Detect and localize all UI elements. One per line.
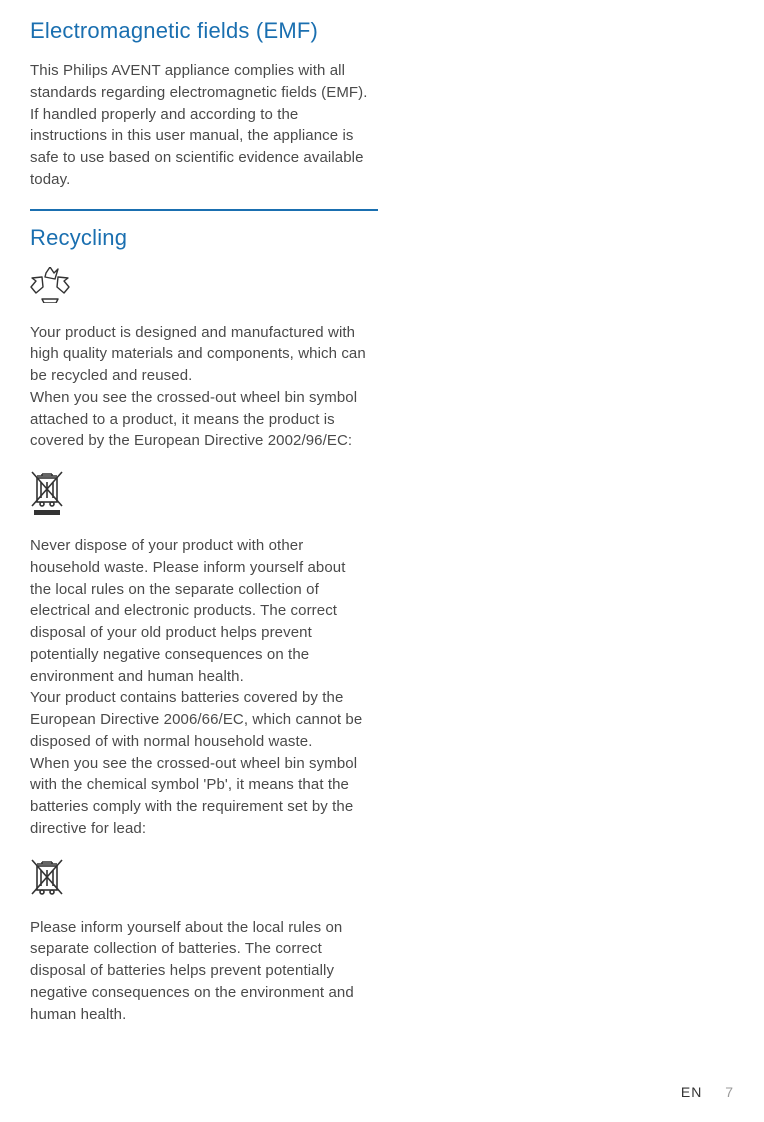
body-recycling-3: Please inform yourself about the local r… [30,917,370,1026]
body-recycling-1: Your product is designed and manufacture… [30,322,370,453]
body-emf: This Philips AVENT appliance complies wi… [30,60,370,191]
body-recycling-2: Never dispose of your product with other… [30,535,370,840]
page-footer: EN 7 [681,1084,734,1100]
footer-language: EN [681,1084,702,1100]
heading-recycling: Recycling [30,225,370,251]
weee-bin-icon [30,858,370,903]
weee-bin-bar-icon [30,470,370,521]
recycle-icon [30,267,370,308]
heading-emf: Electromagnetic fields (EMF) [30,18,370,44]
section-divider [30,209,378,211]
footer-page-number: 7 [725,1084,734,1100]
